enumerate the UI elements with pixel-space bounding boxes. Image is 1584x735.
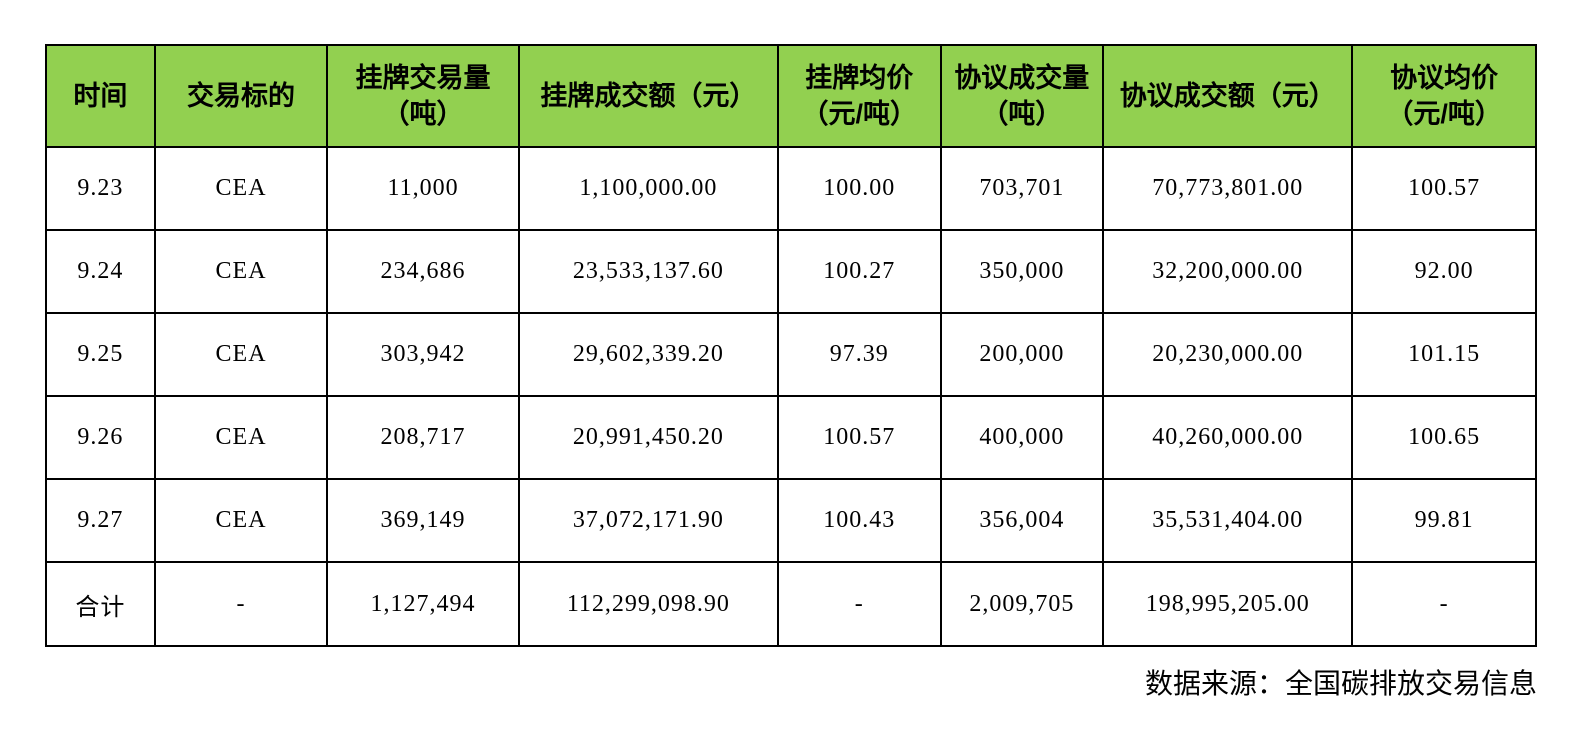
column-header-trading-subject: 交易标的 [153, 44, 329, 148]
cell-listed-turnover: 23,533,137.60 [517, 229, 780, 314]
cell-agreement-avg-price: 99.81 [1351, 478, 1537, 563]
cell-date: 9.24 [45, 229, 156, 314]
table-row-9-25: 9.25 CEA 303,942 29,602,339.20 97.39 200… [45, 312, 1537, 397]
cell-agreement-volume: 356,004 [939, 478, 1105, 563]
table-row-total: 合计 - 1,127,494 112,299,098.90 - 2,009,70… [45, 561, 1537, 647]
cell-agreement-avg-price: - [1351, 561, 1537, 647]
cell-listed-volume: 1,127,494 [326, 561, 520, 647]
cell-listed-avg-price: 100.57 [777, 395, 942, 480]
cell-agreement-avg-price: 101.15 [1351, 312, 1537, 397]
cell-listed-avg-price: 100.27 [777, 229, 942, 314]
cell-listed-turnover: 1,100,000.00 [517, 146, 780, 231]
column-header-listed-turnover: 挂牌成交额（元） [517, 44, 780, 148]
cell-agreement-avg-price: 100.57 [1351, 146, 1537, 231]
cell-date: 9.27 [45, 478, 156, 563]
cell-agreement-avg-price: 92.00 [1351, 229, 1537, 314]
cell-agreement-turnover: 35,531,404.00 [1102, 478, 1354, 563]
cell-listed-volume: 208,717 [326, 395, 520, 480]
cell-agreement-volume: 2,009,705 [939, 561, 1105, 647]
cell-subject: CEA [153, 478, 329, 563]
cell-total-label: 合计 [45, 561, 156, 647]
cell-agreement-turnover: 20,230,000.00 [1102, 312, 1354, 397]
cell-agreement-volume: 200,000 [939, 312, 1105, 397]
cell-listed-avg-price: 97.39 [777, 312, 942, 397]
column-header-agreement-avg-price: 协议均价 （元/吨） [1351, 44, 1537, 148]
cell-listed-turnover: 20,991,450.20 [517, 395, 780, 480]
cell-agreement-volume: 350,000 [939, 229, 1105, 314]
cell-agreement-turnover: 32,200,000.00 [1102, 229, 1354, 314]
cell-listed-volume: 234,686 [326, 229, 520, 314]
cell-agreement-turnover: 70,773,801.00 [1102, 146, 1354, 231]
cell-subject: - [153, 561, 329, 647]
column-header-listed-volume: 挂牌交易量 （吨） [326, 44, 520, 148]
cell-subject: CEA [153, 312, 329, 397]
table-row-9-23: 9.23 CEA 11,000 1,100,000.00 100.00 703,… [45, 146, 1537, 231]
carbon-trading-table: 时间 交易标的 挂牌交易量 （吨） 挂牌成交额（元） 挂牌均价 （元/吨） 协议… [45, 44, 1537, 647]
cell-listed-avg-price: - [777, 561, 942, 647]
cell-listed-volume: 11,000 [326, 146, 520, 231]
cell-agreement-volume: 703,701 [939, 146, 1105, 231]
cell-listed-volume: 303,942 [326, 312, 520, 397]
table-header-row: 时间 交易标的 挂牌交易量 （吨） 挂牌成交额（元） 挂牌均价 （元/吨） 协议… [45, 44, 1537, 148]
cell-subject: CEA [153, 229, 329, 314]
cell-listed-turnover: 112,299,098.90 [517, 561, 780, 647]
cell-listed-volume: 369,149 [326, 478, 520, 563]
cell-subject: CEA [153, 146, 329, 231]
cell-listed-turnover: 37,072,171.90 [517, 478, 780, 563]
cell-agreement-turnover: 40,260,000.00 [1102, 395, 1354, 480]
cell-date: 9.23 [45, 146, 156, 231]
table-row-9-24: 9.24 CEA 234,686 23,533,137.60 100.27 35… [45, 229, 1537, 314]
table-row-9-26: 9.26 CEA 208,717 20,991,450.20 100.57 40… [45, 395, 1537, 480]
cell-date: 9.25 [45, 312, 156, 397]
table-row-9-27: 9.27 CEA 369,149 37,072,171.90 100.43 35… [45, 478, 1537, 563]
cell-subject: CEA [153, 395, 329, 480]
cell-agreement-avg-price: 100.65 [1351, 395, 1537, 480]
cell-date: 9.26 [45, 395, 156, 480]
cell-listed-avg-price: 100.43 [777, 478, 942, 563]
column-header-listed-avg-price: 挂牌均价 （元/吨） [777, 44, 942, 148]
column-header-agreement-volume: 协议成交量 （吨） [939, 44, 1105, 148]
cell-listed-avg-price: 100.00 [777, 146, 942, 231]
column-header-time: 时间 [45, 44, 156, 148]
data-source-note: 数据来源：全国碳排放交易信息 [1144, 669, 1537, 700]
cell-agreement-volume: 400,000 [939, 395, 1105, 480]
cell-agreement-turnover: 198,995,205.00 [1102, 561, 1354, 647]
cell-listed-turnover: 29,602,339.20 [517, 312, 780, 397]
column-header-agreement-turnover: 协议成交额（元） [1102, 44, 1354, 148]
